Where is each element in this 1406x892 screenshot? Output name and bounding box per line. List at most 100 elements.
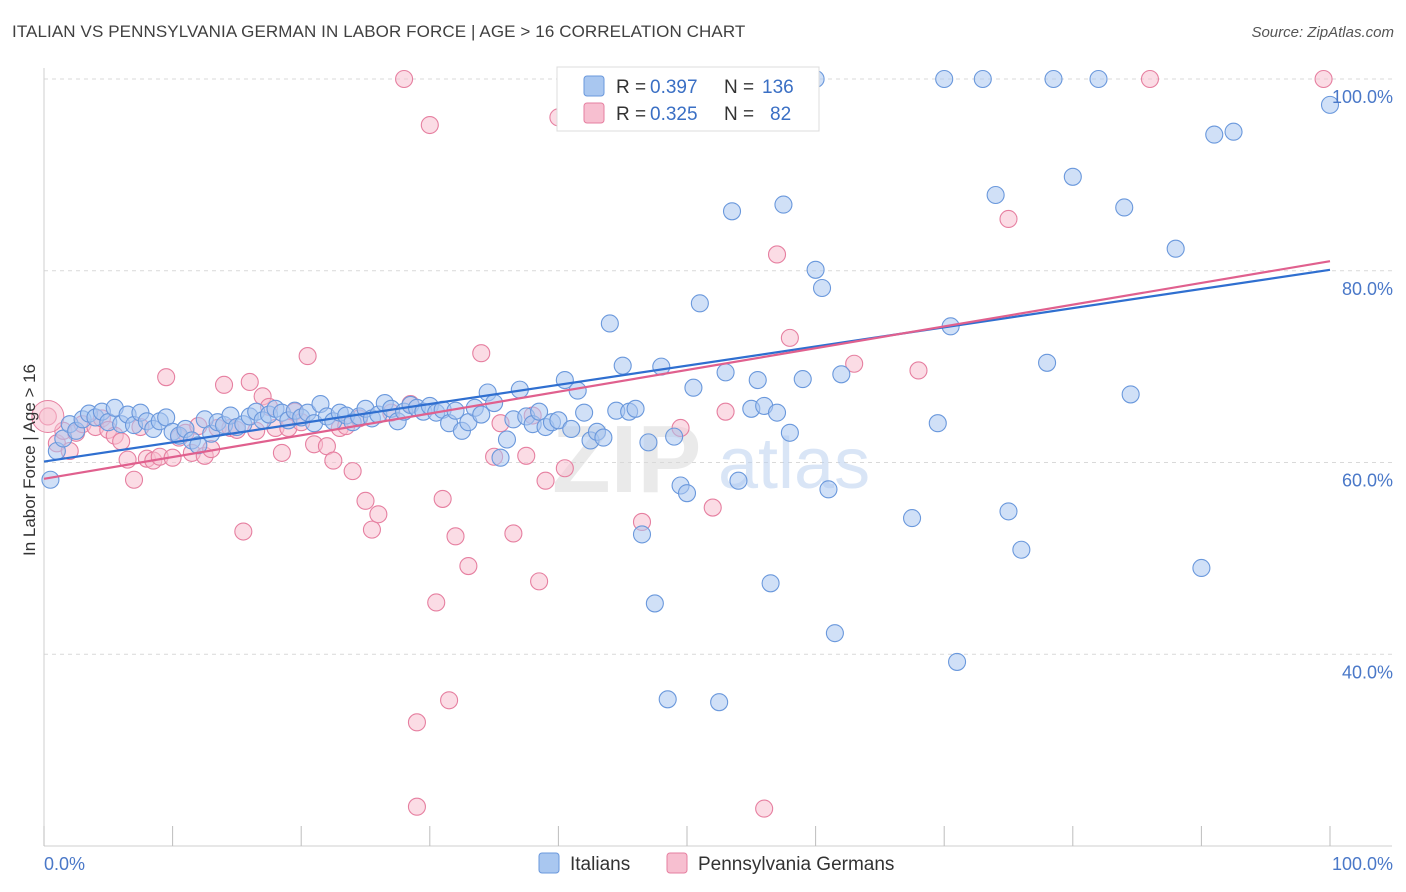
italians-point — [684, 378, 703, 397]
x-tick-label: 100.0% — [1332, 854, 1393, 874]
italians-point — [665, 427, 684, 446]
italians-point — [626, 399, 645, 418]
pennsylvania-germans-point — [767, 245, 787, 264]
pennsylvania-germans-point — [433, 489, 452, 508]
italians-point — [1038, 353, 1057, 372]
italians-point — [1205, 125, 1224, 144]
pennsylvania-germans-point — [536, 471, 555, 490]
y-tick-label: 60.0% — [1342, 471, 1393, 491]
italians-point — [497, 430, 517, 449]
italians-point — [1012, 540, 1031, 559]
italians-point — [832, 365, 851, 384]
italians-point — [1115, 198, 1134, 217]
pennsylvania-germans-point — [343, 462, 362, 481]
pennsylvania-germans-point — [530, 572, 549, 591]
italians-point — [999, 502, 1018, 521]
italians-point — [594, 428, 613, 447]
italians-point — [716, 363, 735, 382]
pennsylvania-germans-point — [1140, 69, 1160, 89]
y-tick-label: 40.0% — [1342, 662, 1393, 682]
pennsylvania-germans-point — [845, 354, 864, 373]
pennsylvania-germans-point — [446, 527, 465, 546]
pennsylvania-germans-point — [517, 446, 536, 465]
legend-n-label-italians: N = — [724, 77, 754, 98]
pennsylvania-germans-point — [703, 498, 722, 517]
italians-point — [600, 314, 619, 333]
italians-point — [472, 405, 491, 424]
italians-point — [575, 403, 594, 422]
italians-point — [767, 403, 787, 422]
italians-trendline — [43, 268, 1331, 463]
italians-point — [729, 471, 748, 490]
legend-n-value-pg: 82 — [770, 104, 791, 125]
gridlines — [44, 78, 1392, 655]
pennsylvania-germans-point — [716, 402, 735, 421]
y-tick-label: 80.0% — [1342, 279, 1393, 299]
italians-point — [1063, 167, 1082, 186]
pennsylvania-germans-point — [234, 522, 253, 541]
legend-r-label-pg: R = — [616, 104, 646, 125]
x-tick-label: 0.0% — [44, 854, 85, 874]
pennsylvania-germans-point-large — [31, 399, 65, 433]
pennsylvania-germans-trendline — [43, 260, 1331, 480]
legend-swatch-italians — [583, 75, 605, 97]
italians-point — [1089, 69, 1108, 89]
legend-swatch-pennsylvania-germans — [583, 102, 605, 124]
italians-point — [928, 414, 947, 433]
legend-n-label-pg: N = — [724, 104, 754, 125]
axes — [43, 68, 1392, 847]
italians-point — [1166, 239, 1185, 258]
italians-point — [639, 433, 658, 452]
pennsylvania-germans-point — [298, 347, 317, 366]
pennsylvania-germans-point — [472, 344, 491, 363]
trendlines — [43, 260, 1331, 480]
pennsylvania-germans-point — [395, 69, 414, 89]
y-tick-label: 100.0% — [1332, 87, 1393, 107]
italians-point — [1192, 558, 1211, 578]
italians-point — [1121, 385, 1140, 404]
bottom-legend-swatch-italians — [538, 852, 560, 874]
top-legend: R = 0.397 N = 136 R = 0.325 N = 82 — [556, 66, 820, 132]
italians-point — [761, 574, 780, 593]
pennsylvania-germans-point — [356, 491, 375, 510]
x-tick-labels: 0.0% 100.0% — [44, 854, 1393, 874]
pennsylvania-germans-point — [459, 556, 478, 576]
bottom-legend-pennsylvania-germans: Pennsylvania Germans — [698, 854, 894, 875]
italians-point — [549, 411, 568, 430]
italians-points — [41, 69, 1340, 712]
italians-point — [530, 402, 549, 421]
pennsylvania-germans-point — [755, 799, 774, 818]
pennsylvania-germans-point — [555, 459, 574, 478]
italians-point — [677, 484, 697, 503]
pennsylvania-germans-point — [420, 115, 439, 135]
italians-point — [645, 594, 664, 613]
italians-point — [658, 690, 677, 709]
pennsylvania-germans-point — [909, 361, 928, 380]
bottom-legend: Italians Pennsylvania Germans — [538, 852, 894, 875]
pennsylvania-germans-point — [1314, 69, 1333, 89]
italians-point — [780, 423, 799, 442]
italians-point — [690, 294, 709, 313]
pennsylvania-germans-point — [504, 524, 523, 543]
italians-point — [948, 652, 967, 671]
italians-point — [774, 195, 793, 214]
italians-point — [710, 693, 729, 712]
italians-point — [1320, 95, 1340, 114]
pennsylvania-germans-point — [214, 375, 234, 394]
bottom-legend-swatch-pg — [666, 852, 688, 874]
pennsylvania-germans-point — [999, 209, 1018, 229]
chart-source: Source: ZipAtlas.com — [1251, 24, 1394, 41]
pennsylvania-germans-point — [440, 691, 459, 710]
pennsylvania-germans-point — [240, 372, 259, 392]
italians-point — [986, 185, 1005, 205]
y-axis-label: In Labor Force | Age > 16 — [20, 364, 39, 556]
italians-point — [41, 470, 60, 489]
pennsylvania-germans-point — [369, 505, 388, 524]
y-tick-labels: 40.0% 60.0% 80.0% 100.0% — [1332, 87, 1393, 682]
pennsylvania-germans-point — [272, 443, 291, 462]
legend-r-value-pg: 0.325 — [650, 104, 698, 125]
italians-point — [973, 69, 992, 89]
bottom-legend-italians: Italians — [570, 854, 630, 875]
italians-point — [632, 525, 652, 544]
